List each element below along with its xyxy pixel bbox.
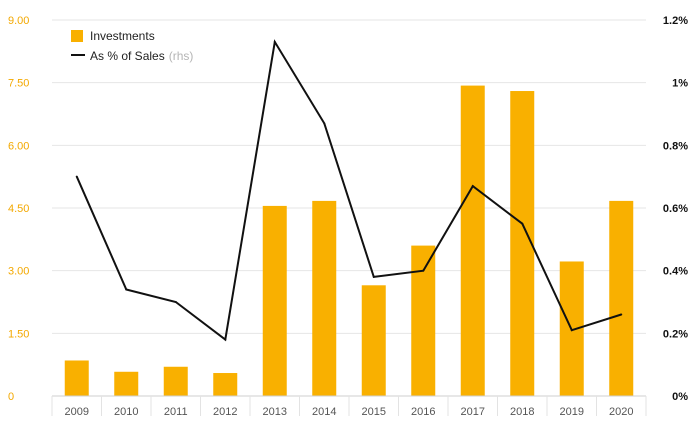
bar-2010	[114, 371, 139, 396]
bar-2011	[163, 366, 188, 396]
x-tick-label: 2018	[510, 406, 534, 418]
line-point-2018	[521, 222, 524, 225]
x-tick-label: 2016	[411, 406, 435, 418]
line-point-2015	[372, 275, 375, 278]
bar-2012	[213, 373, 238, 396]
line-point-2019	[570, 329, 573, 332]
legend-series-name: As % of Sales	[90, 49, 165, 63]
line-point-2020	[620, 313, 623, 316]
line-point-2011	[174, 301, 177, 303]
x-tick-label: 2019	[560, 406, 584, 418]
left-tick-label: 3.00	[8, 266, 29, 278]
x-axis: 2009 2010 2011 2012 2013 2014 2015 2016 2017 2018…	[51, 395, 647, 418]
line-point-2010	[125, 288, 128, 291]
x-tick-label: 2014	[312, 406, 336, 418]
legend-label-sales-percent: As % of Sales (rhs)	[90, 49, 193, 63]
bar-2013	[262, 205, 287, 396]
x-tick-label: 2012	[213, 406, 237, 418]
left-axis-ticks: 0 1.50 3.00 4.50 6.00 7.50 9.00	[8, 15, 29, 403]
legend-label-investments: Investments	[90, 29, 155, 43]
x-tick-label: 2017	[461, 406, 485, 418]
investment-bars	[64, 85, 634, 397]
gridlines	[52, 19, 646, 334]
bar-2020	[609, 200, 634, 396]
x-tick-label: 2011	[164, 406, 188, 418]
bar-2009	[64, 360, 89, 396]
left-tick-label: 0	[8, 391, 14, 403]
bar-2014	[312, 200, 337, 396]
right-tick-label: 0.2%	[663, 328, 688, 340]
line-point-2016	[422, 269, 425, 272]
right-tick-label: 0.6%	[663, 203, 688, 215]
right-tick-label: 0.4%	[663, 266, 688, 278]
line-point-2017	[471, 185, 474, 188]
line-point-2014	[323, 122, 326, 125]
line-point-2009	[75, 175, 78, 178]
bar-2018	[510, 91, 535, 397]
sales-percent-line	[75, 39, 622, 342]
right-tick-label: 1%	[672, 78, 688, 90]
x-tick-label: 2020	[609, 406, 633, 418]
right-axis-ticks: 0% 0.2% 0.4% 0.6% 0.8% 1% 1.2%	[663, 15, 688, 403]
sales-percent-points	[75, 40, 623, 341]
x-tick-label: 2015	[362, 406, 386, 418]
legend-swatch-investments	[71, 30, 83, 42]
x-tick-label: 2013	[263, 406, 287, 418]
bar-2017	[460, 85, 485, 396]
bar-2015	[361, 285, 386, 396]
left-tick-label: 1.50	[8, 328, 29, 340]
right-tick-label: 0%	[672, 391, 688, 403]
right-tick-label: 1.2%	[663, 15, 688, 27]
left-tick-label: 7.50	[8, 78, 29, 90]
x-tick-label: 2009	[65, 406, 89, 418]
x-tick-label: 2010	[114, 406, 138, 418]
left-tick-label: 9.00	[8, 15, 29, 27]
line-point-2013	[273, 40, 276, 43]
legend: Investments As % of Sales (rhs)	[71, 29, 193, 63]
legend-rhs-suffix: (rhs)	[169, 49, 194, 63]
right-tick-label: 0.8%	[663, 140, 688, 152]
line-point-2012	[224, 338, 227, 341]
bar-2016	[411, 245, 436, 396]
left-tick-label: 4.50	[8, 203, 29, 215]
left-tick-label: 6.00	[8, 140, 29, 152]
